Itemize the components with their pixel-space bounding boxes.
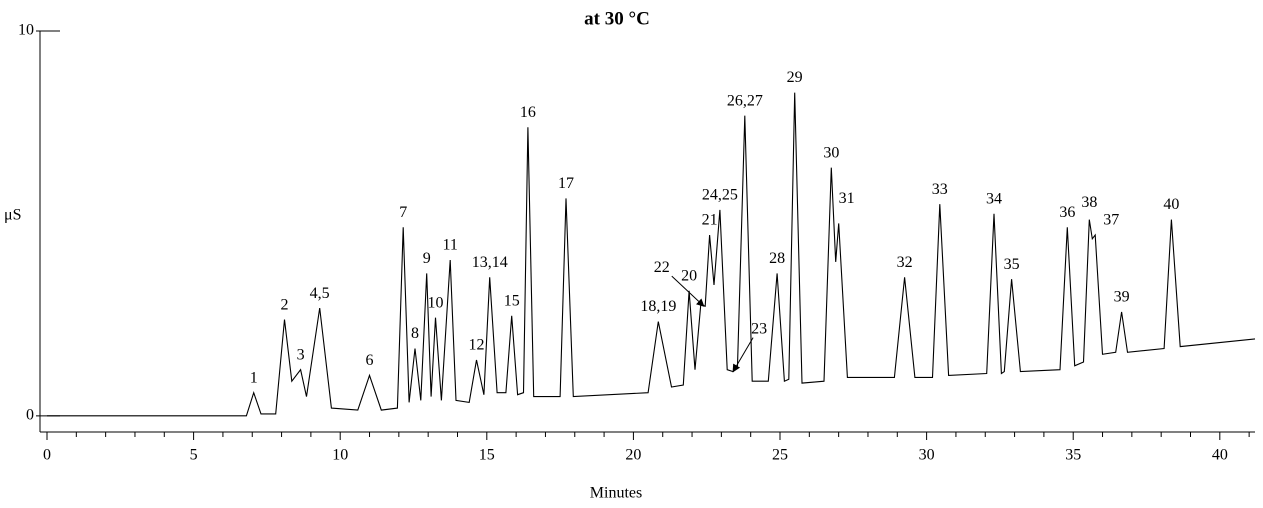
x-tick-label: 0 [43,447,51,464]
x-tick-label: 20 [625,447,641,464]
peak-label: 37 [1103,212,1119,229]
x-tick-label: 25 [772,447,788,464]
peak-label: 28 [769,250,785,267]
y-tick-label: 10 [18,22,34,39]
peak-label: 3 [297,346,305,363]
y-tick-label: 0 [26,407,34,424]
peak-label: 34 [986,190,1002,207]
x-axis-label: Minutes [590,485,642,502]
peak-label: 7 [399,204,407,221]
peak-label: 11 [442,237,457,254]
peak-label: 12 [469,337,485,354]
peak-label: 10 [427,294,443,311]
peak-label: 21 [702,212,718,229]
x-tick-label: 15 [479,447,495,464]
peak-label: 2 [280,296,288,313]
peak-label: 1 [250,369,258,386]
peak-label: 9 [423,250,431,267]
peak-label: 32 [897,254,913,271]
peak-label: 30 [823,144,839,161]
peak-label: 35 [1004,256,1020,273]
peak-label: 17 [558,175,574,192]
x-tick-label: 5 [190,447,198,464]
peak-arrow [671,275,705,307]
peak-label: 23 [751,320,767,337]
peak-label: 15 [504,292,520,309]
peak-label: 13,14 [472,254,508,271]
x-tick-label: 30 [919,447,935,464]
peak-label: 39 [1114,289,1130,306]
peak-label: 18,19 [640,298,676,315]
x-tick-label: 40 [1212,447,1228,464]
peak-label: 36 [1059,204,1075,221]
peak-label: 20 [681,267,697,284]
peak-label: 24,25 [702,187,738,204]
trace [47,92,1256,417]
peak-label: 22 [654,259,670,276]
peak-label: 8 [411,325,419,342]
peak-label: 16 [520,104,536,121]
y-axis-label: μS [4,207,21,224]
chart-title: at 30 °C [584,8,650,29]
peak-label: 6 [366,352,374,369]
peak-label: 26,27 [727,92,763,109]
peak-label: 33 [932,181,948,198]
peak-label: 31 [839,190,855,207]
peak-label: 4,5 [310,285,330,302]
peak-arrow [732,337,754,373]
peak-label: 40 [1163,196,1179,213]
x-tick-label: 35 [1065,447,1081,464]
peak-label: 29 [787,69,803,86]
x-tick-label: 10 [332,447,348,464]
peak-label: 38 [1081,194,1097,211]
